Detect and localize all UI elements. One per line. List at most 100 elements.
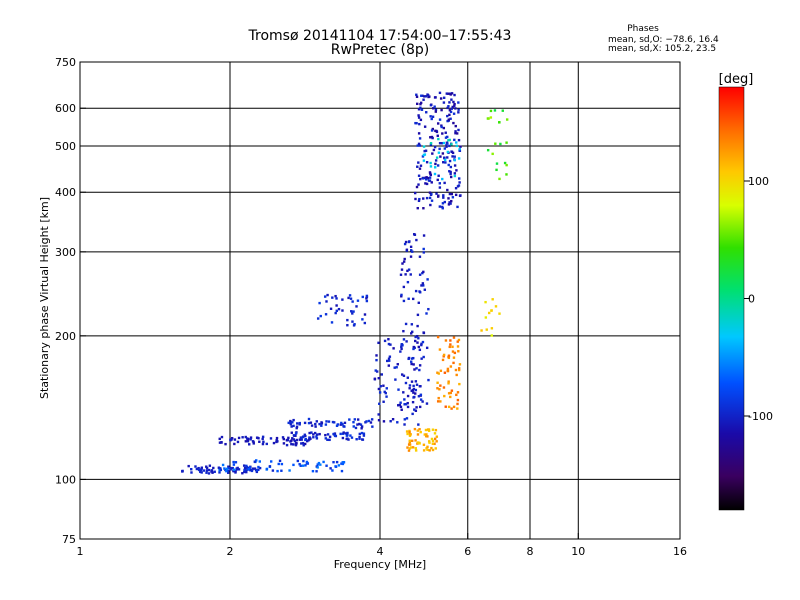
data-point [485, 328, 488, 331]
data-point [448, 201, 451, 204]
data-point [442, 141, 446, 145]
data-point [299, 464, 302, 467]
data-point [382, 400, 385, 403]
data-point [406, 280, 410, 284]
data-point [272, 441, 276, 445]
data-point [356, 418, 360, 421]
data-point [231, 466, 234, 470]
data-point [431, 439, 435, 443]
data-point [441, 207, 444, 210]
data-point [451, 350, 455, 353]
data-point [317, 461, 321, 465]
data-point [385, 387, 388, 390]
data-point [416, 341, 419, 344]
data-point [436, 371, 439, 374]
data-point [423, 95, 426, 98]
data-point [424, 149, 428, 152]
data-point [434, 428, 438, 432]
data-point [440, 125, 443, 129]
data-point [398, 403, 402, 407]
data-point [295, 442, 298, 445]
data-point [438, 205, 442, 208]
data-point [487, 311, 491, 315]
data-point [443, 371, 447, 374]
data-point [360, 427, 363, 430]
data-point [422, 251, 426, 254]
data-point [350, 436, 354, 439]
data-point [324, 433, 327, 437]
data-point [312, 433, 315, 436]
data-point [315, 433, 319, 436]
data-point [360, 431, 364, 435]
data-point [409, 446, 413, 449]
data-point [410, 332, 413, 335]
data-point [341, 298, 344, 301]
data-point [291, 421, 294, 424]
data-point [351, 320, 354, 323]
data-point [404, 273, 407, 276]
data-point [212, 466, 215, 470]
data-point [202, 469, 206, 472]
data-point [429, 143, 433, 146]
data-point [449, 110, 453, 114]
data-point [233, 442, 236, 446]
colorbar-tick-label: -100 [748, 410, 773, 423]
data-point [308, 431, 311, 435]
data-point [352, 420, 355, 424]
data-point [356, 423, 359, 426]
data-point [244, 440, 248, 443]
data-point [447, 105, 450, 108]
data-point [417, 114, 420, 117]
data-point [304, 434, 307, 438]
data-point [442, 194, 445, 197]
data-point [377, 376, 380, 380]
data-point [289, 422, 292, 426]
data-point [241, 472, 244, 475]
data-point [405, 430, 409, 433]
data-point [226, 471, 230, 474]
x-tick-labels: 1 2 4 6 8 10 16 [77, 533, 687, 558]
data-point [418, 290, 421, 293]
data-point [288, 469, 291, 472]
data-point [349, 434, 352, 437]
data-point [452, 405, 456, 409]
data-point [400, 408, 403, 411]
data-point [427, 179, 431, 182]
data-point [301, 441, 305, 445]
data-point [411, 330, 414, 333]
data-point [418, 405, 422, 409]
data-point [276, 469, 279, 473]
data-point [311, 469, 315, 473]
data-point [230, 436, 234, 440]
data-point [441, 177, 444, 181]
data-point [456, 340, 459, 343]
data-point [268, 465, 272, 468]
data-point [435, 129, 438, 133]
x-tick-label: 10 [571, 545, 585, 558]
data-point [211, 471, 214, 474]
data-point [413, 427, 417, 431]
data-point [419, 398, 423, 401]
data-point [199, 470, 202, 474]
data-point [425, 346, 429, 350]
data-point [447, 392, 451, 395]
data-point [325, 300, 328, 303]
data-point [339, 423, 342, 426]
data-point [414, 339, 417, 343]
data-point [302, 444, 305, 447]
data-point [419, 118, 423, 122]
data-point [430, 437, 434, 441]
x-tick-label: 4 [377, 545, 384, 558]
data-point [418, 368, 421, 372]
data-point [197, 468, 201, 471]
data-point [415, 383, 419, 386]
data-point [438, 118, 442, 121]
data-point [433, 145, 437, 149]
data-point [495, 162, 499, 165]
data-point [429, 136, 432, 139]
data-point [342, 425, 345, 428]
data-point [425, 182, 429, 186]
data-point [246, 438, 249, 442]
y-tick-label: 750 [55, 56, 76, 69]
data-point [417, 174, 421, 177]
